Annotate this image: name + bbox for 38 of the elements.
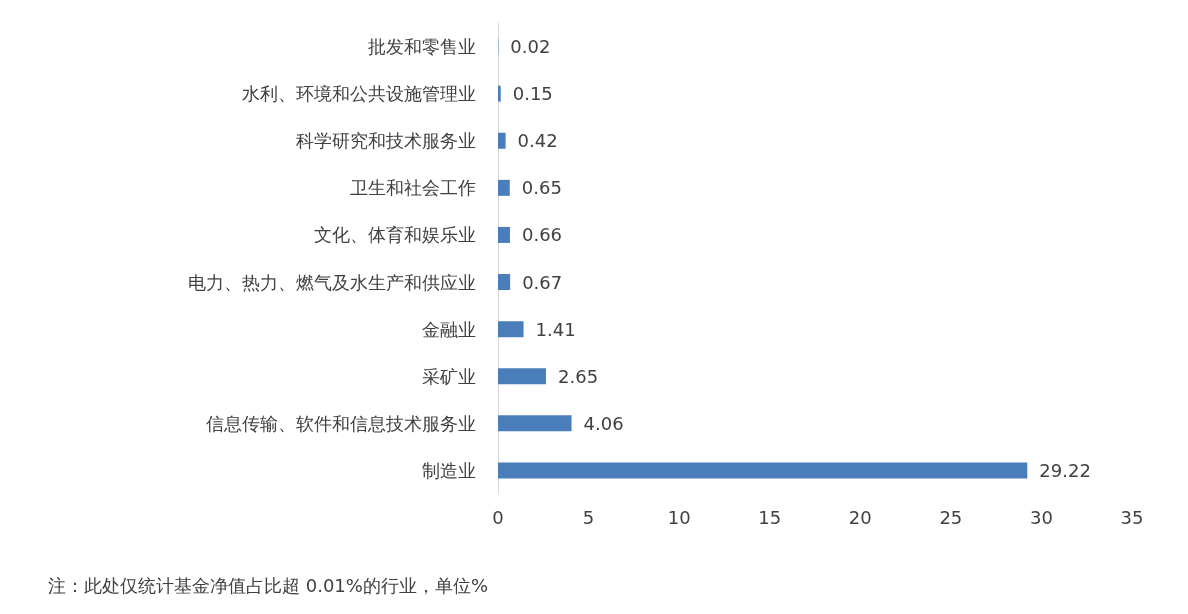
bar — [498, 132, 506, 149]
bar — [498, 462, 1028, 479]
y-tick-label: 信息传输、软件和信息技术服务业 — [206, 412, 476, 434]
data-label: 0.42 — [517, 130, 558, 152]
data-label: 0.02 — [510, 36, 551, 58]
x-tick-label: 20 — [848, 506, 872, 528]
bar — [498, 179, 510, 196]
data-label: 29.22 — [1039, 459, 1091, 481]
x-tick-label: 0 — [492, 506, 504, 528]
y-tick-label: 卫生和社会工作 — [350, 177, 476, 199]
y-tick-label: 文化、体育和娱乐业 — [314, 224, 476, 246]
data-label: 0.15 — [512, 83, 553, 105]
x-tick-label: 25 — [939, 506, 963, 528]
y-tick-label: 采矿业 — [422, 365, 476, 387]
data-label: 0.65 — [521, 177, 562, 199]
y-tick-label: 电力、热力、燃气及水生产和供应业 — [188, 271, 476, 293]
data-label: 1.41 — [535, 318, 576, 340]
x-tick-label: 5 — [582, 506, 595, 528]
y-tick-label: 水利、环境和公共设施管理业 — [242, 83, 476, 105]
bar — [498, 274, 511, 291]
bar — [498, 368, 546, 385]
x-tick-label: 35 — [1120, 506, 1144, 528]
bar — [498, 415, 572, 432]
y-tick-label: 制造业 — [422, 459, 476, 481]
data-label: 0.67 — [522, 271, 563, 293]
y-tick-label: 科学研究和技术服务业 — [296, 130, 476, 152]
data-label: 2.65 — [558, 365, 599, 387]
y-tick-label: 批发和零售业 — [368, 36, 476, 58]
y-tick-label: 金融业 — [422, 318, 476, 340]
bar — [498, 226, 510, 243]
bar — [498, 321, 524, 338]
text: 注：此处仅统计基金净值占比超 0.01%的行业，单位% — [48, 574, 489, 596]
x-tick-label: 30 — [1029, 506, 1053, 528]
bar — [498, 85, 501, 102]
x-tick-label: 10 — [667, 506, 691, 528]
data-label: 4.06 — [583, 412, 624, 434]
data-label: 0.66 — [521, 224, 563, 246]
x-tick-label: 15 — [758, 506, 782, 528]
